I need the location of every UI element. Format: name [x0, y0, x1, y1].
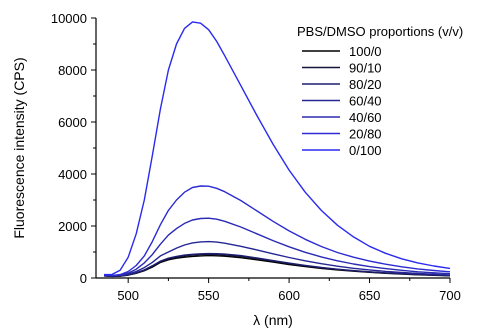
x-tick-label: 700 [439, 288, 461, 303]
series-line-20-80 [103, 185, 451, 277]
y-tick-label: 4000 [58, 167, 87, 182]
y-tick-label: 8000 [58, 63, 87, 78]
y-axis-title: Fluorescence intensity (CPS) [11, 57, 27, 238]
x-tick-label: 600 [278, 288, 300, 303]
x-tick-label: 650 [359, 288, 381, 303]
x-axis-title: λ (nm) [253, 312, 293, 328]
legend-label: 40/60 [349, 110, 382, 125]
x-tick-label: 500 [117, 288, 139, 303]
series-line-80-20 [103, 252, 451, 277]
y-tick-label: 6000 [58, 115, 87, 130]
legend-label: 90/10 [349, 61, 382, 76]
legend-label: 60/40 [349, 94, 382, 109]
series-line-40-60 [103, 217, 451, 277]
legend-label: 20/80 [349, 127, 382, 142]
axes [95, 18, 450, 279]
x-tick-label: 550 [198, 288, 220, 303]
y-tick-label: 10000 [51, 11, 87, 26]
ticks: 500 550 600 650 700 0 2000 4000 6000 8000 10000 [51, 11, 461, 303]
legend-label: 80/20 [349, 77, 382, 92]
legend: PBS/DMSO proportions (v/v) 100/0 90/1080/… [297, 24, 463, 158]
series-line-0-100 [103, 21, 451, 276]
legend-label: 100/0 [349, 44, 382, 59]
legend-title: PBS/DMSO proportions (v/v) [297, 24, 463, 39]
y-tick-label: 2000 [58, 219, 87, 234]
y-tick-label: 0 [80, 271, 87, 286]
legend-label: 0/100 [349, 143, 382, 158]
series-line-60-40 [103, 240, 451, 277]
plot-lines [103, 21, 451, 278]
